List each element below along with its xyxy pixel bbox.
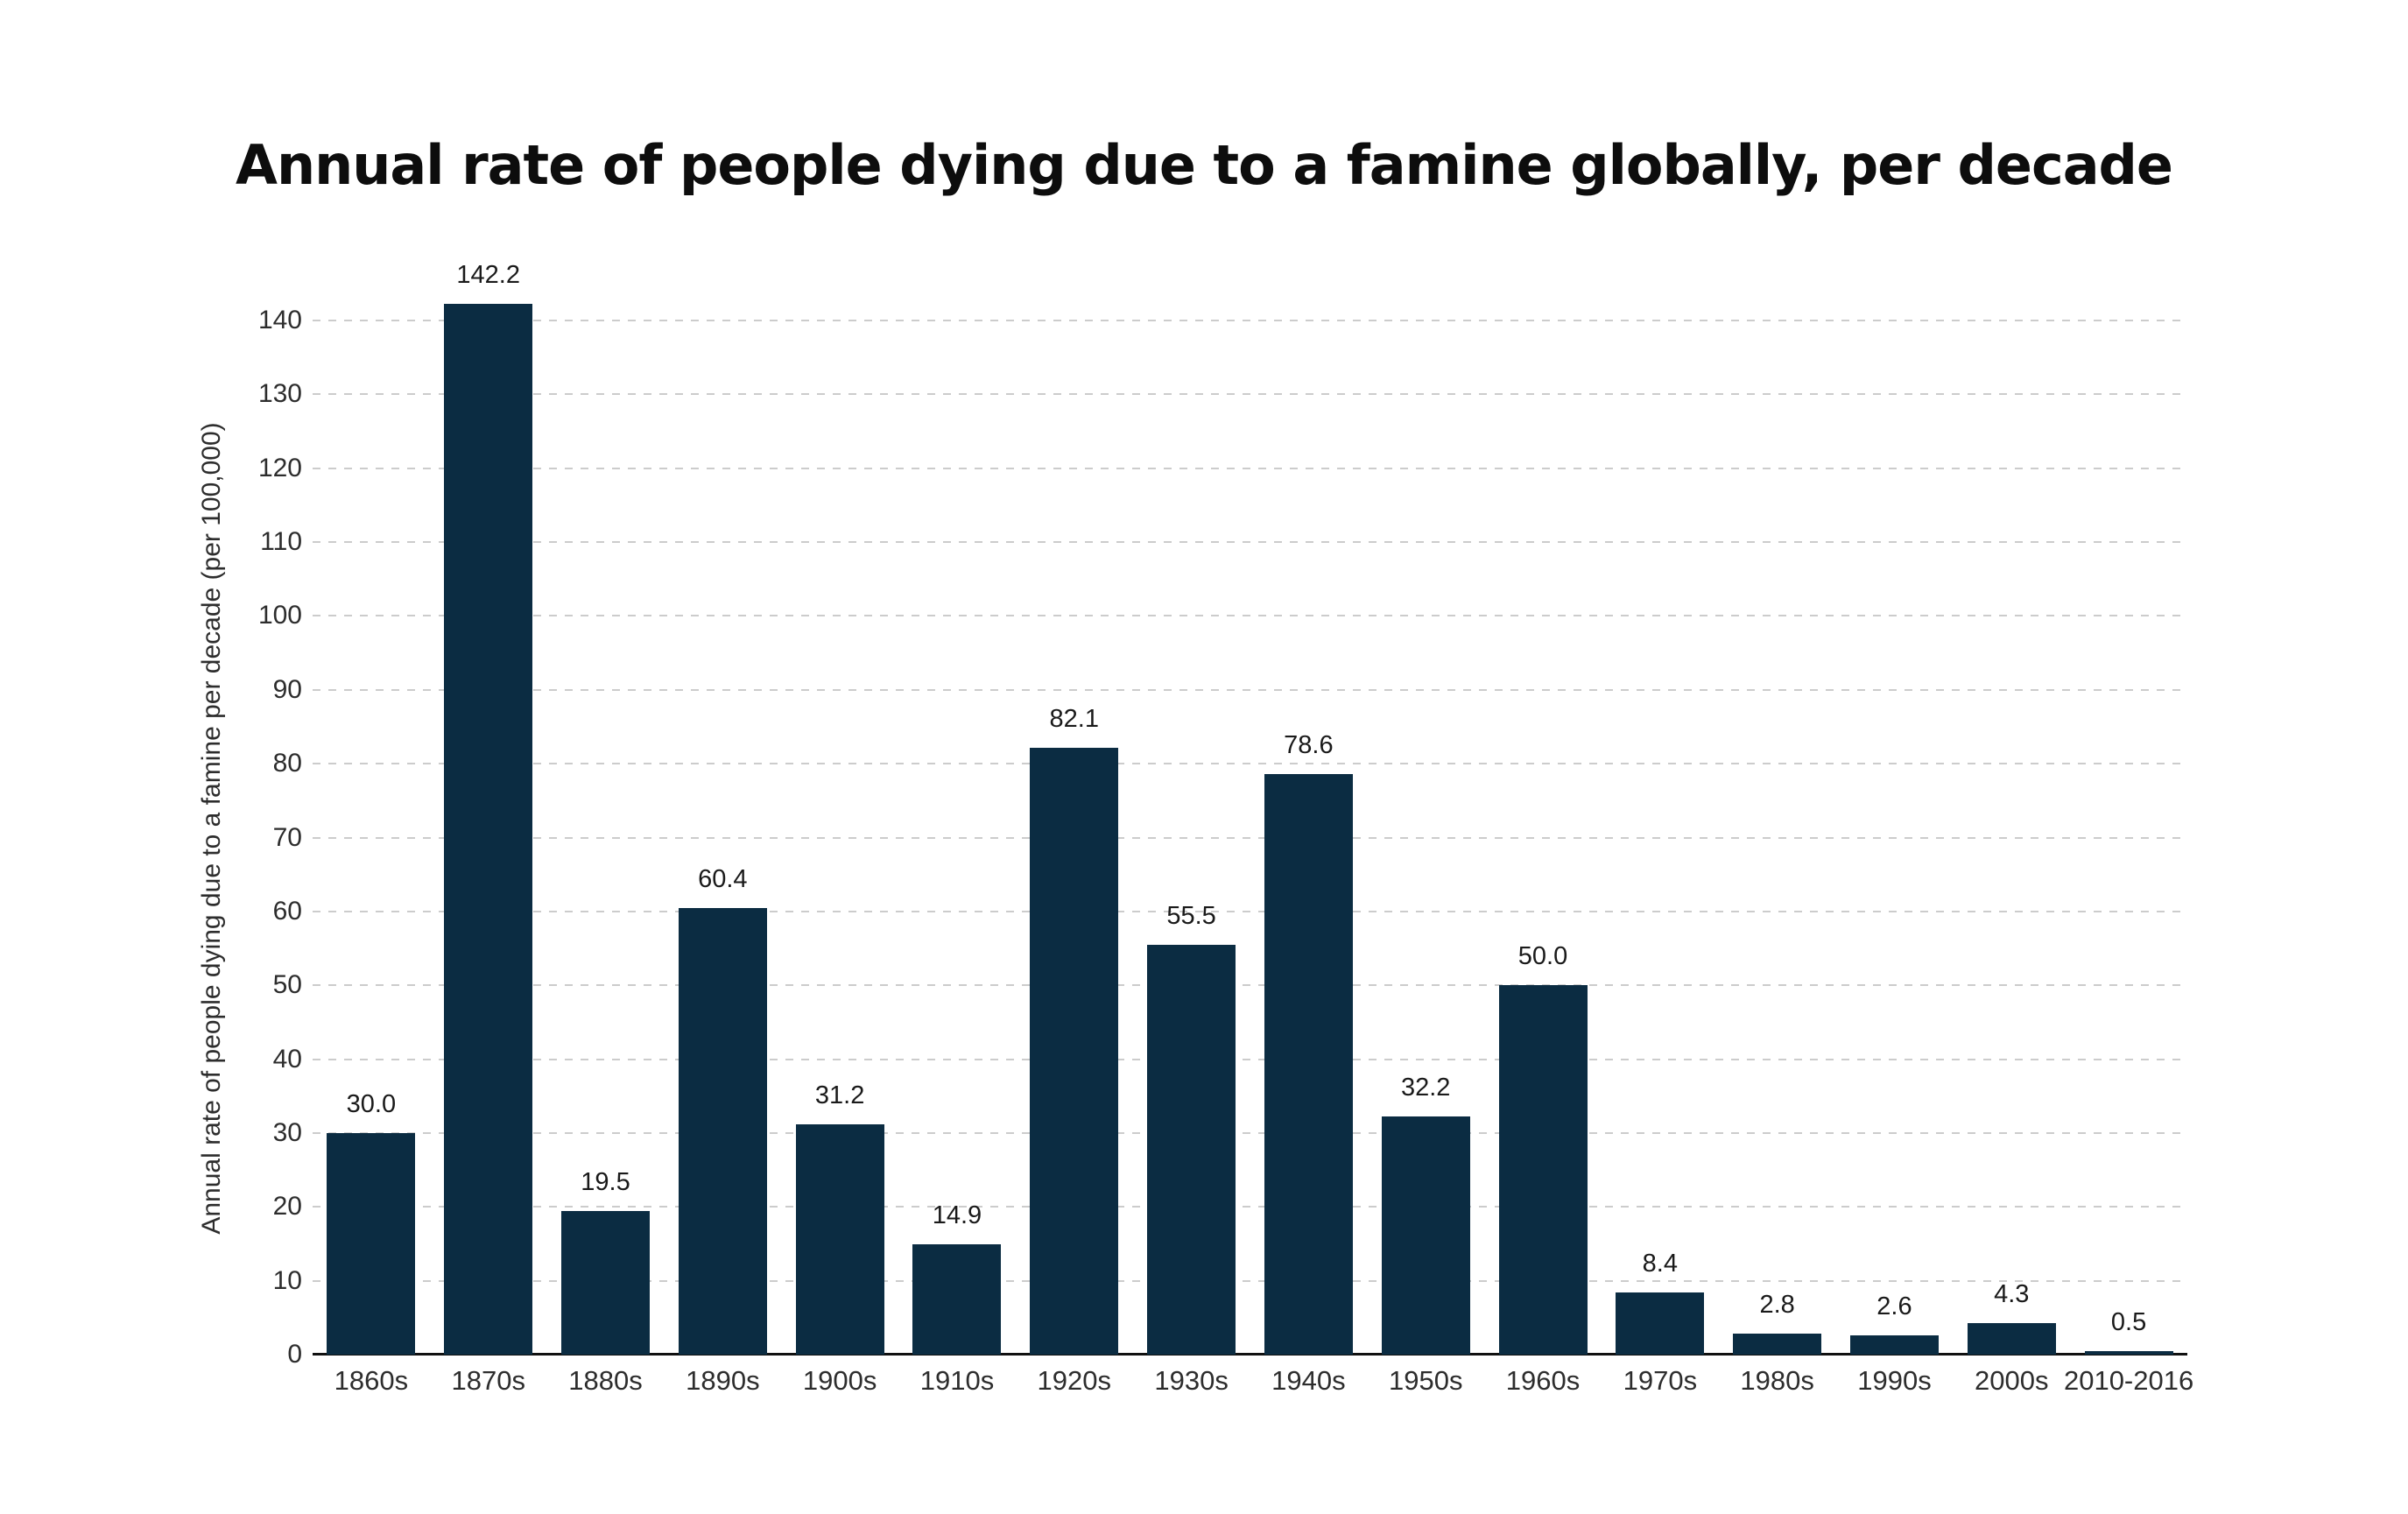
x-category-label: 1910s — [919, 1365, 995, 1396]
bar-1870s — [444, 304, 533, 1355]
x-category-label: 1980s — [1740, 1365, 1814, 1396]
x-category-label: 1940s — [1271, 1365, 1346, 1396]
x-category-label: 1930s — [1154, 1365, 1229, 1396]
bar-value-label: 8.4 — [1642, 1250, 1678, 1278]
bar-1860s — [327, 1132, 416, 1355]
y-tick-label: 90 — [272, 674, 302, 704]
bar-1920s — [1030, 748, 1119, 1355]
bar-1940s — [1264, 773, 1353, 1355]
bar-1970s — [1616, 1292, 1705, 1355]
y-tick-label: 70 — [272, 822, 302, 852]
y-tick-label: 30 — [272, 1117, 302, 1147]
grid-line — [313, 1206, 2187, 1208]
bar-1910s — [912, 1244, 1002, 1355]
bar-2010-2016 — [2084, 1350, 2173, 1355]
y-tick-label: 10 — [272, 1265, 302, 1295]
bar-value-label: 31.2 — [814, 1081, 865, 1109]
bar-value-label: 142.2 — [456, 261, 520, 290]
bar-1930s — [1147, 944, 1236, 1355]
bar-value-label: 2.8 — [1759, 1291, 1795, 1320]
grid-line — [313, 541, 2187, 544]
y-tick-label: 120 — [257, 453, 302, 482]
y-tick-label: 0 — [287, 1340, 302, 1369]
grid-line — [313, 1058, 2187, 1060]
bar-value-label: 55.5 — [1166, 901, 1216, 930]
bar-1900s — [795, 1123, 884, 1355]
bar-1880s — [561, 1210, 651, 1355]
x-category-label: 2000s — [1975, 1365, 2049, 1396]
x-category-label: 1880s — [568, 1365, 643, 1396]
grid-line — [313, 836, 2187, 839]
y-tick-label: 110 — [260, 527, 302, 557]
bar-value-label: 50.0 — [1517, 942, 1568, 971]
chart-title: Annual rate of people dying due to a fam… — [236, 133, 2173, 197]
bar-1990s — [1849, 1335, 1939, 1355]
grid-line — [313, 393, 2187, 396]
grid-line — [313, 984, 2187, 987]
bar-value-label: 30.0 — [346, 1089, 397, 1118]
bar-1960s — [1498, 985, 1588, 1355]
bar-1890s — [678, 908, 767, 1355]
grid-line — [313, 615, 2187, 617]
grid-line — [313, 763, 2187, 765]
y-tick-label: 50 — [272, 970, 302, 1000]
bar-value-label: 0.5 — [2110, 1307, 2147, 1336]
bar-value-label: 60.4 — [698, 865, 748, 894]
y-tick-label: 100 — [257, 601, 302, 630]
y-tick-label: 60 — [272, 896, 302, 926]
bar-2000s — [1967, 1322, 2056, 1355]
bar-value-label: 4.3 — [1994, 1279, 2030, 1308]
bar-value-label: 32.2 — [1400, 1074, 1451, 1102]
bar-value-label: 82.1 — [1049, 705, 1099, 734]
grid-line — [313, 320, 2187, 321]
x-category-label: 1960s — [1505, 1365, 1581, 1396]
x-category-label: 1870s — [451, 1365, 525, 1396]
bar-1950s — [1381, 1116, 1470, 1355]
bar-value-label: 19.5 — [581, 1167, 630, 1196]
bar-value-label: 78.6 — [1284, 730, 1334, 759]
grid-line — [313, 467, 2187, 469]
plot-area: 30.0 142.2 19.5 60.4 31.2 14.9 82.1 55.5 78.6 32.… — [313, 261, 2187, 1356]
x-category-label: 1900s — [802, 1365, 877, 1396]
x-category-label: 1970s — [1623, 1365, 1698, 1396]
x-category-label: 1950s — [1388, 1365, 1463, 1396]
x-category-label: 1860s — [334, 1365, 409, 1396]
grid-line — [313, 1279, 2187, 1282]
x-category-label: 1990s — [1857, 1365, 1932, 1396]
bar-value-label: 14.9 — [932, 1201, 982, 1230]
grid-line — [313, 688, 2187, 691]
y-tick-label: 20 — [272, 1192, 302, 1222]
x-category-label: 1890s — [686, 1365, 760, 1396]
x-category-label: 1920s — [1037, 1365, 1112, 1396]
y-tick-label: 130 — [257, 379, 302, 409]
x-axis-line — [313, 1353, 2187, 1356]
bar-value-label: 2.6 — [1876, 1292, 1912, 1321]
x-category-label: 2010-2016 — [2063, 1365, 2194, 1396]
y-tick-label: 80 — [272, 749, 302, 778]
y-tick-label: 140 — [257, 306, 302, 334]
grid-line — [313, 1131, 2187, 1134]
bar-1980s — [1733, 1334, 1822, 1355]
grid-line — [313, 910, 2187, 912]
y-tick-label: 40 — [272, 1044, 302, 1074]
